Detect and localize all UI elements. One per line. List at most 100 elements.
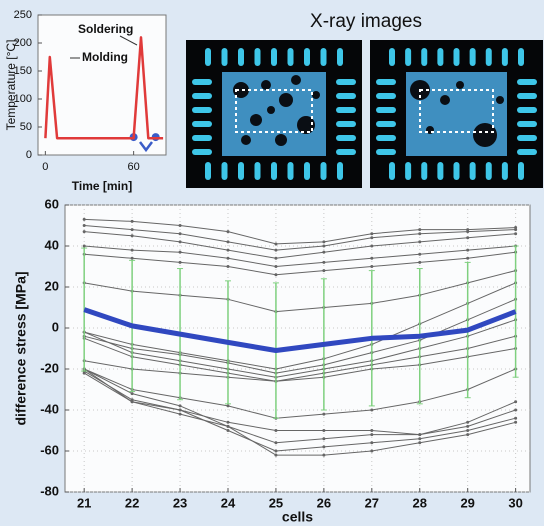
line xyxy=(44,36,164,140)
pad xyxy=(336,135,356,141)
pad xyxy=(192,107,212,113)
line xyxy=(83,368,516,436)
point xyxy=(178,404,182,408)
pad xyxy=(453,48,460,66)
point xyxy=(466,420,470,424)
point xyxy=(274,441,278,445)
point xyxy=(466,228,470,232)
y-tick-label: 0 xyxy=(26,149,32,161)
pad xyxy=(453,162,460,180)
pad xyxy=(376,149,396,155)
point xyxy=(226,420,230,424)
point xyxy=(466,433,470,437)
pad xyxy=(336,121,356,127)
pad xyxy=(376,93,396,99)
y-tick-label: 40 xyxy=(45,237,59,252)
pad xyxy=(376,121,396,127)
pad xyxy=(336,149,356,155)
point xyxy=(466,256,470,260)
pad xyxy=(336,93,356,99)
line xyxy=(84,245,516,267)
roi xyxy=(419,89,494,133)
point xyxy=(130,400,134,404)
line xyxy=(84,335,516,382)
x-tick-label: 21 xyxy=(77,495,91,510)
point xyxy=(226,248,230,252)
void xyxy=(267,106,275,114)
point xyxy=(82,371,86,375)
void xyxy=(473,123,497,147)
point xyxy=(322,269,326,273)
pad xyxy=(485,48,492,66)
roi xyxy=(235,89,313,133)
pad xyxy=(304,48,310,66)
y-tick-label: -80 xyxy=(40,483,59,498)
point xyxy=(226,265,230,268)
point xyxy=(466,248,470,252)
point xyxy=(274,265,278,268)
pad xyxy=(254,162,261,180)
pad xyxy=(376,135,396,141)
x-tick-label: 24 xyxy=(221,495,236,510)
point xyxy=(514,400,518,404)
point xyxy=(322,445,326,449)
pad xyxy=(517,79,537,85)
point xyxy=(82,224,86,227)
point xyxy=(226,230,230,234)
x-tick-label: 25 xyxy=(269,495,283,510)
point xyxy=(322,429,326,432)
pad xyxy=(405,162,412,180)
x-tick-label: 30 xyxy=(508,495,522,510)
point xyxy=(370,408,374,412)
pad xyxy=(517,107,537,113)
x-tick-label: 28 xyxy=(413,495,427,510)
y-tick-label: 50 xyxy=(20,121,32,133)
annotation: Molding xyxy=(82,50,128,64)
line xyxy=(84,282,516,370)
pad xyxy=(518,162,524,180)
line xyxy=(84,218,516,245)
line xyxy=(84,225,516,251)
xray-images xyxy=(186,40,543,188)
x-tick-label: 22 xyxy=(125,495,139,510)
y-axis-label: difference stress [MPa] xyxy=(13,271,29,425)
point xyxy=(370,256,374,260)
point xyxy=(466,429,470,432)
pad xyxy=(192,93,212,99)
line xyxy=(84,319,516,378)
point xyxy=(178,232,182,236)
y-tick-label: 150 xyxy=(14,65,32,77)
pad xyxy=(337,48,343,66)
x-tick-label: 23 xyxy=(173,495,187,510)
point xyxy=(370,429,374,432)
pad xyxy=(405,48,412,66)
line xyxy=(83,370,516,452)
x-tick-label: 27 xyxy=(365,495,379,510)
y-tick-label: -20 xyxy=(40,360,59,375)
point xyxy=(274,273,278,277)
point xyxy=(418,433,422,437)
void xyxy=(261,80,271,90)
point xyxy=(322,453,326,457)
pad xyxy=(501,162,508,180)
point xyxy=(274,453,278,457)
point xyxy=(226,240,230,244)
point xyxy=(130,219,134,223)
point xyxy=(130,398,134,402)
point xyxy=(322,244,326,248)
pad xyxy=(205,162,211,180)
line xyxy=(83,307,517,353)
point xyxy=(418,260,422,264)
void xyxy=(297,116,315,134)
point xyxy=(370,232,374,236)
void xyxy=(275,134,287,146)
point xyxy=(514,408,518,412)
pad xyxy=(517,121,537,127)
point xyxy=(178,240,182,244)
point xyxy=(274,242,278,246)
pad xyxy=(517,93,537,99)
x-axis-label: Time [min] xyxy=(72,179,132,193)
pad xyxy=(517,149,537,155)
point xyxy=(226,424,230,428)
pad xyxy=(421,162,428,180)
